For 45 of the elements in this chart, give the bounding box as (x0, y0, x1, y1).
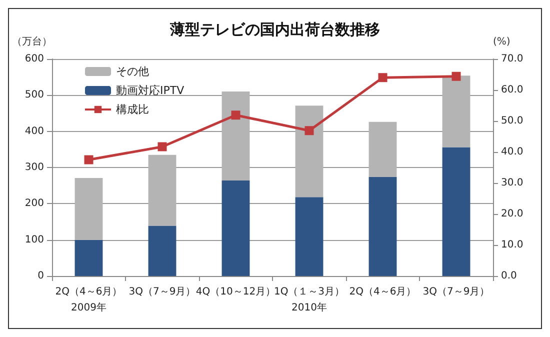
y-tick-label: 200 (24, 198, 44, 210)
x-tick-label: 1Q（１～3月） 2010年 (274, 286, 345, 314)
bar (368, 176, 397, 276)
x-tick-label: 2Q（4～6月） 2009年 (55, 286, 122, 314)
y2-tick-label: 20.0 (501, 208, 524, 220)
point (452, 72, 461, 81)
bar (442, 147, 470, 276)
y2-tick-label: 60.0 (501, 84, 524, 96)
point (304, 126, 314, 136)
x-tick-label: 2Q（4～6月） (349, 286, 416, 298)
y2-tick-label: 10.0 (501, 240, 524, 250)
chart-title: 薄型テレビの国内出荷台数推移 (169, 20, 380, 38)
point (84, 155, 94, 164)
legend-label: その他 (116, 65, 149, 78)
bar (222, 92, 250, 181)
bar (368, 122, 397, 177)
x-tick-label: 4Q（10～12月） (196, 286, 276, 298)
y-tick-label: 0 (38, 270, 44, 282)
bar (74, 240, 103, 276)
bar (442, 76, 470, 148)
y2-tick-label: 30.0 (501, 178, 524, 188)
y2-tick-label: 40.0 (501, 146, 524, 158)
point (158, 142, 167, 152)
y2-tick-label: 0.0 (501, 270, 517, 282)
point (378, 73, 388, 82)
y-tick-label: 100 (24, 234, 44, 246)
legend-label: 構成比 (116, 103, 149, 116)
x-tick-label: 3Q（7～9月） (128, 286, 196, 298)
y-tick-label: 600 (24, 54, 44, 64)
bar (222, 180, 250, 276)
bar (148, 226, 176, 276)
x-tick-label: 3Q（7～9月） (422, 286, 490, 298)
point (231, 110, 240, 120)
bar (295, 106, 324, 198)
y-tick-label: 400 (24, 126, 44, 137)
y2-tick-label: 70.0 (501, 54, 524, 64)
y-tick-label: 500 (24, 90, 44, 101)
bar (295, 197, 324, 276)
bar (148, 154, 176, 226)
y2-axis-title: (%) (493, 36, 510, 48)
y-axis-title: （万台） (12, 36, 52, 48)
y2-tick-label: 50.0 (501, 116, 524, 126)
bar (74, 178, 103, 240)
y-tick-label: 300 (24, 162, 44, 173)
legend-label: 動画対応IPTV (116, 84, 185, 97)
